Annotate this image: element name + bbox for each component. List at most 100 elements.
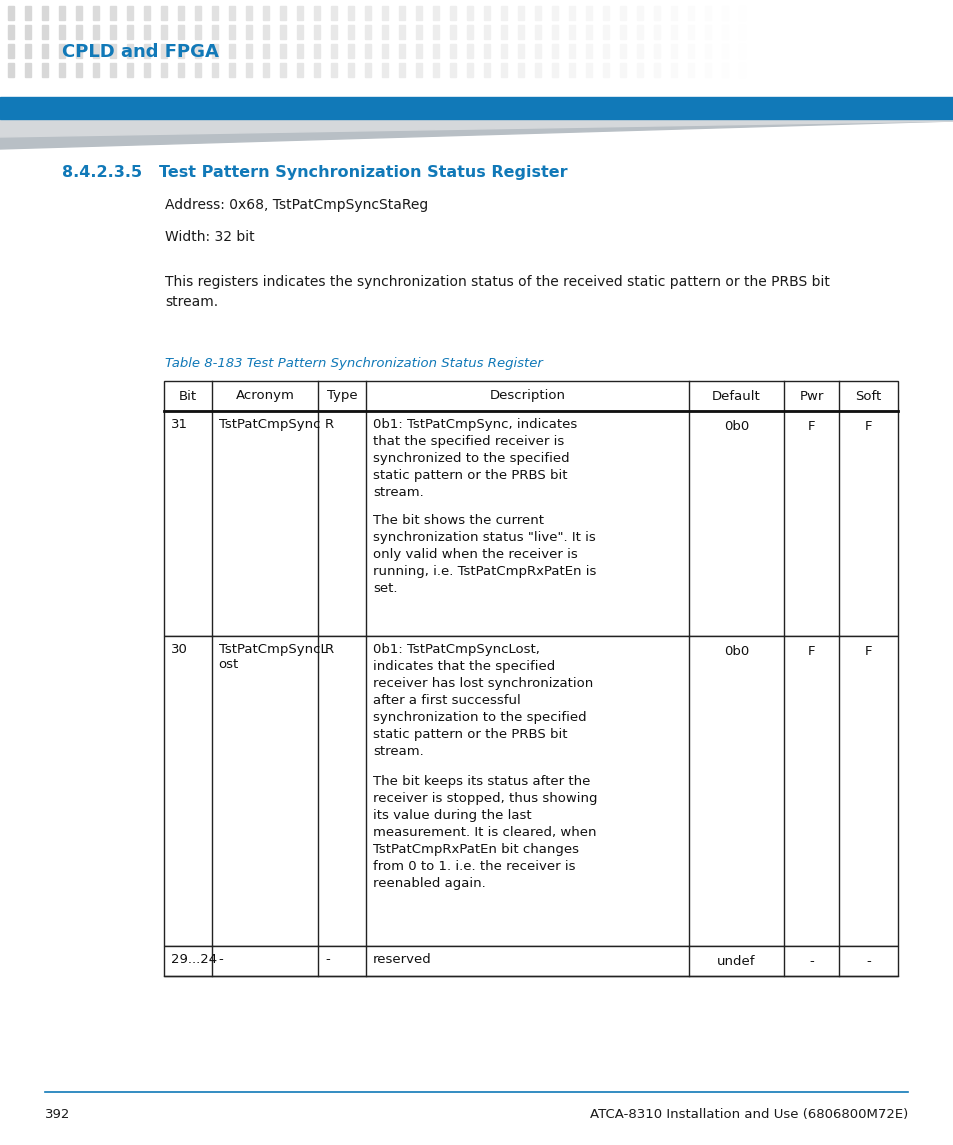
Bar [110,6,116,19]
Polygon shape [0,119,953,149]
Text: Default: Default [711,389,760,403]
Bar [925,63,931,77]
Bar [365,6,371,19]
Bar [161,25,167,39]
Bar [857,25,863,39]
Bar [212,25,218,39]
Bar [42,6,48,19]
Text: F: F [864,420,871,433]
Bar [874,63,880,77]
Bar [164,946,897,976]
Text: Address: 0x68, TstPatCmpSyncStaReg: Address: 0x68, TstPatCmpSyncStaReg [165,198,428,212]
Bar [552,6,558,19]
Bar [42,25,48,39]
Text: 29...24: 29...24 [171,953,217,966]
Bar [144,25,150,39]
Bar [229,63,234,77]
Bar [92,25,99,39]
Bar [450,44,456,58]
Bar [127,63,132,77]
Text: reserved: reserved [373,953,431,966]
Text: Bit: Bit [178,389,196,403]
Bar [365,44,371,58]
Bar [517,63,523,77]
Text: Table 8-183 Test Pattern Synchronization Status Register: Table 8-183 Test Pattern Synchronization… [165,356,542,370]
Bar [296,6,303,19]
Bar [164,635,897,946]
Bar [331,63,336,77]
Bar [500,63,506,77]
Bar [433,63,438,77]
Bar [670,44,677,58]
Text: Type: Type [326,389,357,403]
Bar [314,25,319,39]
Bar [229,44,234,58]
Bar [164,381,897,411]
Bar [925,44,931,58]
Bar [263,44,269,58]
Text: -: - [865,955,870,968]
Bar [127,25,132,39]
Bar [619,44,625,58]
Bar [755,25,761,39]
Bar [314,63,319,77]
Bar [552,44,558,58]
Bar [161,6,167,19]
Bar [110,25,116,39]
Bar [670,25,677,39]
Bar [857,6,863,19]
Bar [704,63,710,77]
Polygon shape [0,119,953,137]
Bar [535,25,540,39]
Bar [739,6,744,19]
Text: 392: 392 [45,1108,71,1121]
Bar [483,63,490,77]
Bar [416,6,421,19]
Bar [280,25,286,39]
Bar [229,6,234,19]
Bar [76,6,82,19]
Bar [92,6,99,19]
Bar [212,44,218,58]
Text: F: F [807,645,815,658]
Bar [874,6,880,19]
Bar [874,25,880,39]
Bar [721,6,727,19]
Bar [331,6,336,19]
Bar [381,44,388,58]
Bar [194,44,201,58]
Text: -: - [325,953,330,966]
Text: This registers indicates the synchronization status of the received static patte: This registers indicates the synchroniza… [165,275,829,308]
Bar [568,44,575,58]
Bar [161,63,167,77]
Bar [637,25,642,39]
Text: 0b0: 0b0 [723,420,748,433]
Bar [857,63,863,77]
Bar [280,63,286,77]
Bar [806,63,812,77]
Bar [296,25,303,39]
Bar [433,44,438,58]
Bar [381,63,388,77]
Bar [92,63,99,77]
Text: Width: 32 bit: Width: 32 bit [165,230,254,244]
Bar [568,6,575,19]
Bar [178,63,184,77]
Text: R: R [325,418,334,431]
Bar [942,6,948,19]
Bar [381,25,388,39]
Bar [925,6,931,19]
Bar [721,44,727,58]
Bar [331,44,336,58]
Bar [348,63,354,77]
Bar [59,44,65,58]
Bar [314,44,319,58]
Text: ATCA-8310 Installation and Use (6806800M72E): ATCA-8310 Installation and Use (6806800M… [589,1108,907,1121]
Bar [585,63,592,77]
Bar [8,25,14,39]
Bar [25,25,30,39]
Bar [194,63,201,77]
Bar [127,44,132,58]
Bar [739,25,744,39]
Bar [161,44,167,58]
